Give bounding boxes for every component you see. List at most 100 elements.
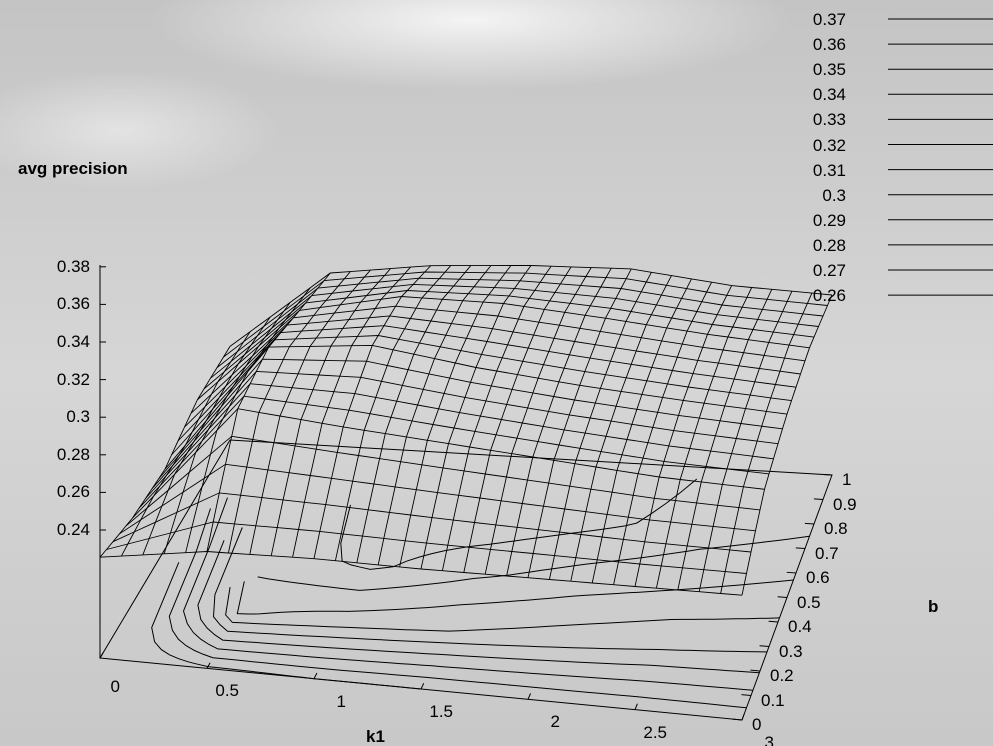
mesh-line [197, 296, 810, 400]
x-tick-label: 2.5 [643, 722, 667, 742]
floor-contours [151, 478, 810, 709]
mesh-line [145, 383, 774, 499]
mesh-line [125, 435, 761, 527]
mesh-line [106, 521, 747, 574]
axes-frame [99, 265, 833, 721]
contour-level-label: 0.34 [812, 85, 846, 105]
z-tick-label: 0.34 [56, 332, 90, 351]
contour-level-label: 0.29 [812, 210, 846, 230]
z-tick-label: 0.26 [56, 482, 90, 502]
z-axis-label: avg precision [18, 159, 128, 178]
mesh-line [184, 315, 801, 428]
mesh-line [206, 272, 331, 552]
x-tick-label: 1.5 [429, 702, 453, 721]
mesh-line [203, 290, 815, 390]
x-tick [206, 662, 211, 669]
contour-line [168, 508, 747, 709]
mesh-line [420, 265, 532, 570]
contour-level-label: 0.31 [812, 160, 846, 180]
contour-level-label: 0.26 [812, 286, 846, 306]
mesh-line [99, 551, 743, 596]
b-tick [768, 620, 779, 623]
mesh-line [190, 305, 806, 414]
y-axis-label: b [928, 597, 939, 616]
b-tick-label: 0 [752, 715, 762, 734]
b-tick-label: 0.8 [824, 519, 848, 538]
contour-level-label: 0.3 [822, 185, 846, 205]
contour-level-label: 0.33 [812, 110, 846, 130]
x-tick-label: 1 [336, 691, 346, 711]
mesh-line [698, 291, 793, 592]
b-tick [786, 571, 797, 574]
z-tick-label: 0.36 [56, 294, 90, 314]
contour-legend [888, 18, 993, 296]
mesh-line [185, 287, 311, 553]
mesh-line [132, 408, 765, 519]
x-tick [634, 703, 638, 710]
mesh-line [223, 271, 828, 358]
b-tick-label: 0.6 [806, 568, 830, 587]
contour-line [257, 535, 810, 591]
z-tick-label: 0.28 [56, 444, 90, 464]
mesh-line [138, 395, 770, 509]
b-tick-label: 0.4 [788, 617, 812, 636]
x-tick [527, 693, 532, 700]
mesh-line [270, 268, 391, 556]
mesh-line [210, 283, 819, 379]
contour-line [212, 527, 768, 653]
z-tick-label: 0.32 [56, 369, 90, 389]
b-tick [795, 547, 806, 549]
x-tick-label: 3 [764, 733, 774, 746]
z-tick-label: 0.3 [66, 407, 90, 427]
b-tick [741, 694, 752, 696]
mesh-line [548, 272, 652, 580]
mesh-line [229, 265, 833, 347]
mesh-line [121, 331, 251, 557]
mesh-line [527, 268, 632, 578]
b-tick [822, 473, 833, 476]
contour-level-label: 0.32 [812, 135, 846, 155]
x-tick [99, 652, 104, 659]
mesh-line [112, 492, 752, 553]
contour-level-label: 0.37 [812, 10, 846, 29]
b-tick-label: 1 [842, 470, 852, 489]
contour-line [236, 579, 794, 615]
mesh-line [119, 463, 756, 535]
x-tick [313, 672, 318, 679]
b-tick-label: 0.1 [761, 690, 785, 710]
mesh-line [177, 325, 797, 442]
x-tick [741, 713, 745, 721]
b-tick-label: 0.9 [833, 494, 857, 514]
contour-level-label: 0.35 [812, 60, 846, 80]
contour-level-label: 0.27 [812, 261, 846, 280]
x-tick-label: 0 [110, 677, 120, 696]
contour-line [197, 540, 760, 674]
b-tick [804, 522, 815, 525]
b-tick [813, 498, 824, 500]
b-tick [777, 596, 788, 598]
b-tick [759, 645, 770, 647]
contour-line [182, 497, 753, 691]
mesh-line [249, 269, 371, 555]
contour-line [340, 478, 698, 570]
mesh-line [163, 302, 291, 554]
b-tick-label: 0.3 [779, 641, 803, 661]
b-tick-label: 0.2 [770, 666, 794, 685]
contour-level-label: 0.28 [812, 235, 846, 255]
contour-line [151, 562, 422, 690]
b-tick [732, 718, 743, 721]
mesh-line [399, 265, 512, 567]
surface-mesh [99, 265, 833, 596]
mesh-line [158, 358, 783, 480]
mesh-line [151, 370, 779, 489]
z-tick-label: 0.38 [56, 256, 90, 276]
b-tick-label: 0.7 [815, 543, 839, 563]
contour-level-label: 0.36 [812, 35, 846, 55]
mesh-line [655, 287, 753, 589]
b-tick-label: 0.5 [797, 592, 821, 612]
mesh-line [313, 265, 432, 559]
b-tick [750, 669, 761, 672]
